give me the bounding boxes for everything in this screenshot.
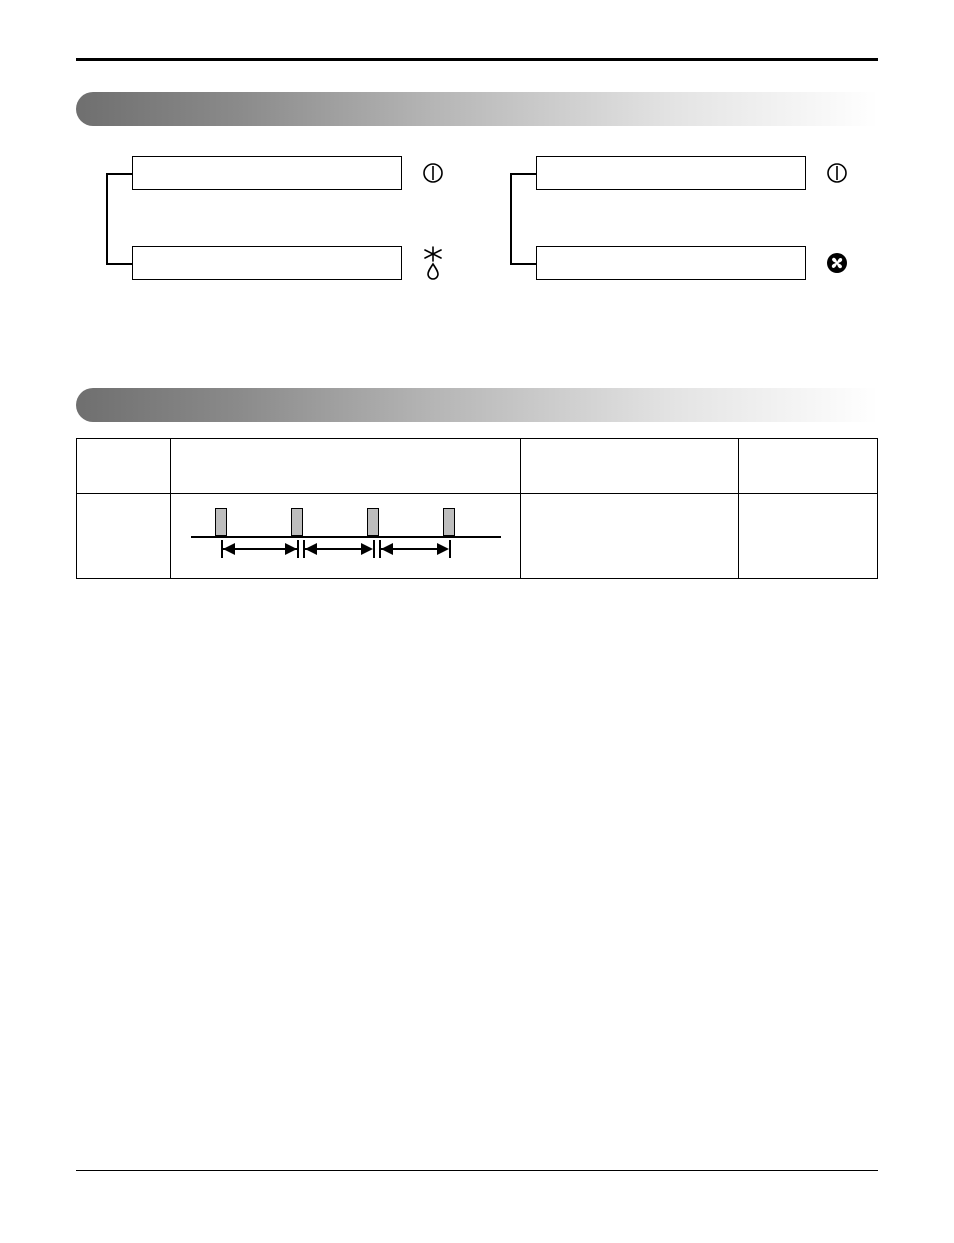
diagram-box-bottom <box>536 246 806 280</box>
connector-top <box>510 173 536 175</box>
table-header-cell <box>77 439 171 493</box>
arrow-left-icon <box>381 543 393 555</box>
table-cell <box>521 494 739 578</box>
diagram-left <box>76 156 474 316</box>
fan-icon <box>822 248 852 278</box>
top-horizontal-rule <box>76 58 878 61</box>
table-header-cell <box>739 439 877 493</box>
section-heading-bar-1 <box>76 92 878 126</box>
table-cell <box>739 494 877 578</box>
table-header-cell <box>171 439 521 493</box>
pattern-bar <box>291 508 303 536</box>
table-header-cell <box>521 439 739 493</box>
connector-bottom <box>106 263 132 265</box>
table-cell <box>77 494 171 578</box>
connector-bottom <box>510 263 536 265</box>
bottom-horizontal-rule <box>76 1170 878 1172</box>
pattern-bar <box>367 508 379 536</box>
connector-vertical <box>510 173 512 263</box>
connector-top <box>106 173 132 175</box>
arrow-right-icon <box>437 543 449 555</box>
power-icon <box>418 158 448 188</box>
diagram-box-bottom <box>132 246 402 280</box>
arrow-left-icon <box>305 543 317 555</box>
arrow-right-icon <box>285 543 297 555</box>
dim-tick <box>297 540 299 558</box>
arrow-right-icon <box>361 543 373 555</box>
diagram-box-top <box>536 156 806 190</box>
table-cell-pattern <box>171 494 521 578</box>
dim-tick <box>373 540 375 558</box>
power-icon <box>822 158 852 188</box>
table-header-row <box>77 439 877 494</box>
table-row <box>77 494 877 579</box>
snowflake-drop-icon <box>418 248 448 278</box>
dim-tick <box>449 540 451 558</box>
error-table <box>76 438 878 579</box>
connector-vertical <box>106 173 108 263</box>
pattern-bar <box>215 508 227 536</box>
pattern-bar <box>443 508 455 536</box>
diagram-row <box>76 156 878 316</box>
diagram-right <box>480 156 878 316</box>
section-heading-bar-2 <box>76 388 878 422</box>
pattern-baseline <box>191 536 501 538</box>
blink-pattern-diagram <box>191 504 501 568</box>
arrow-left-icon <box>223 543 235 555</box>
diagram-box-top <box>132 156 402 190</box>
